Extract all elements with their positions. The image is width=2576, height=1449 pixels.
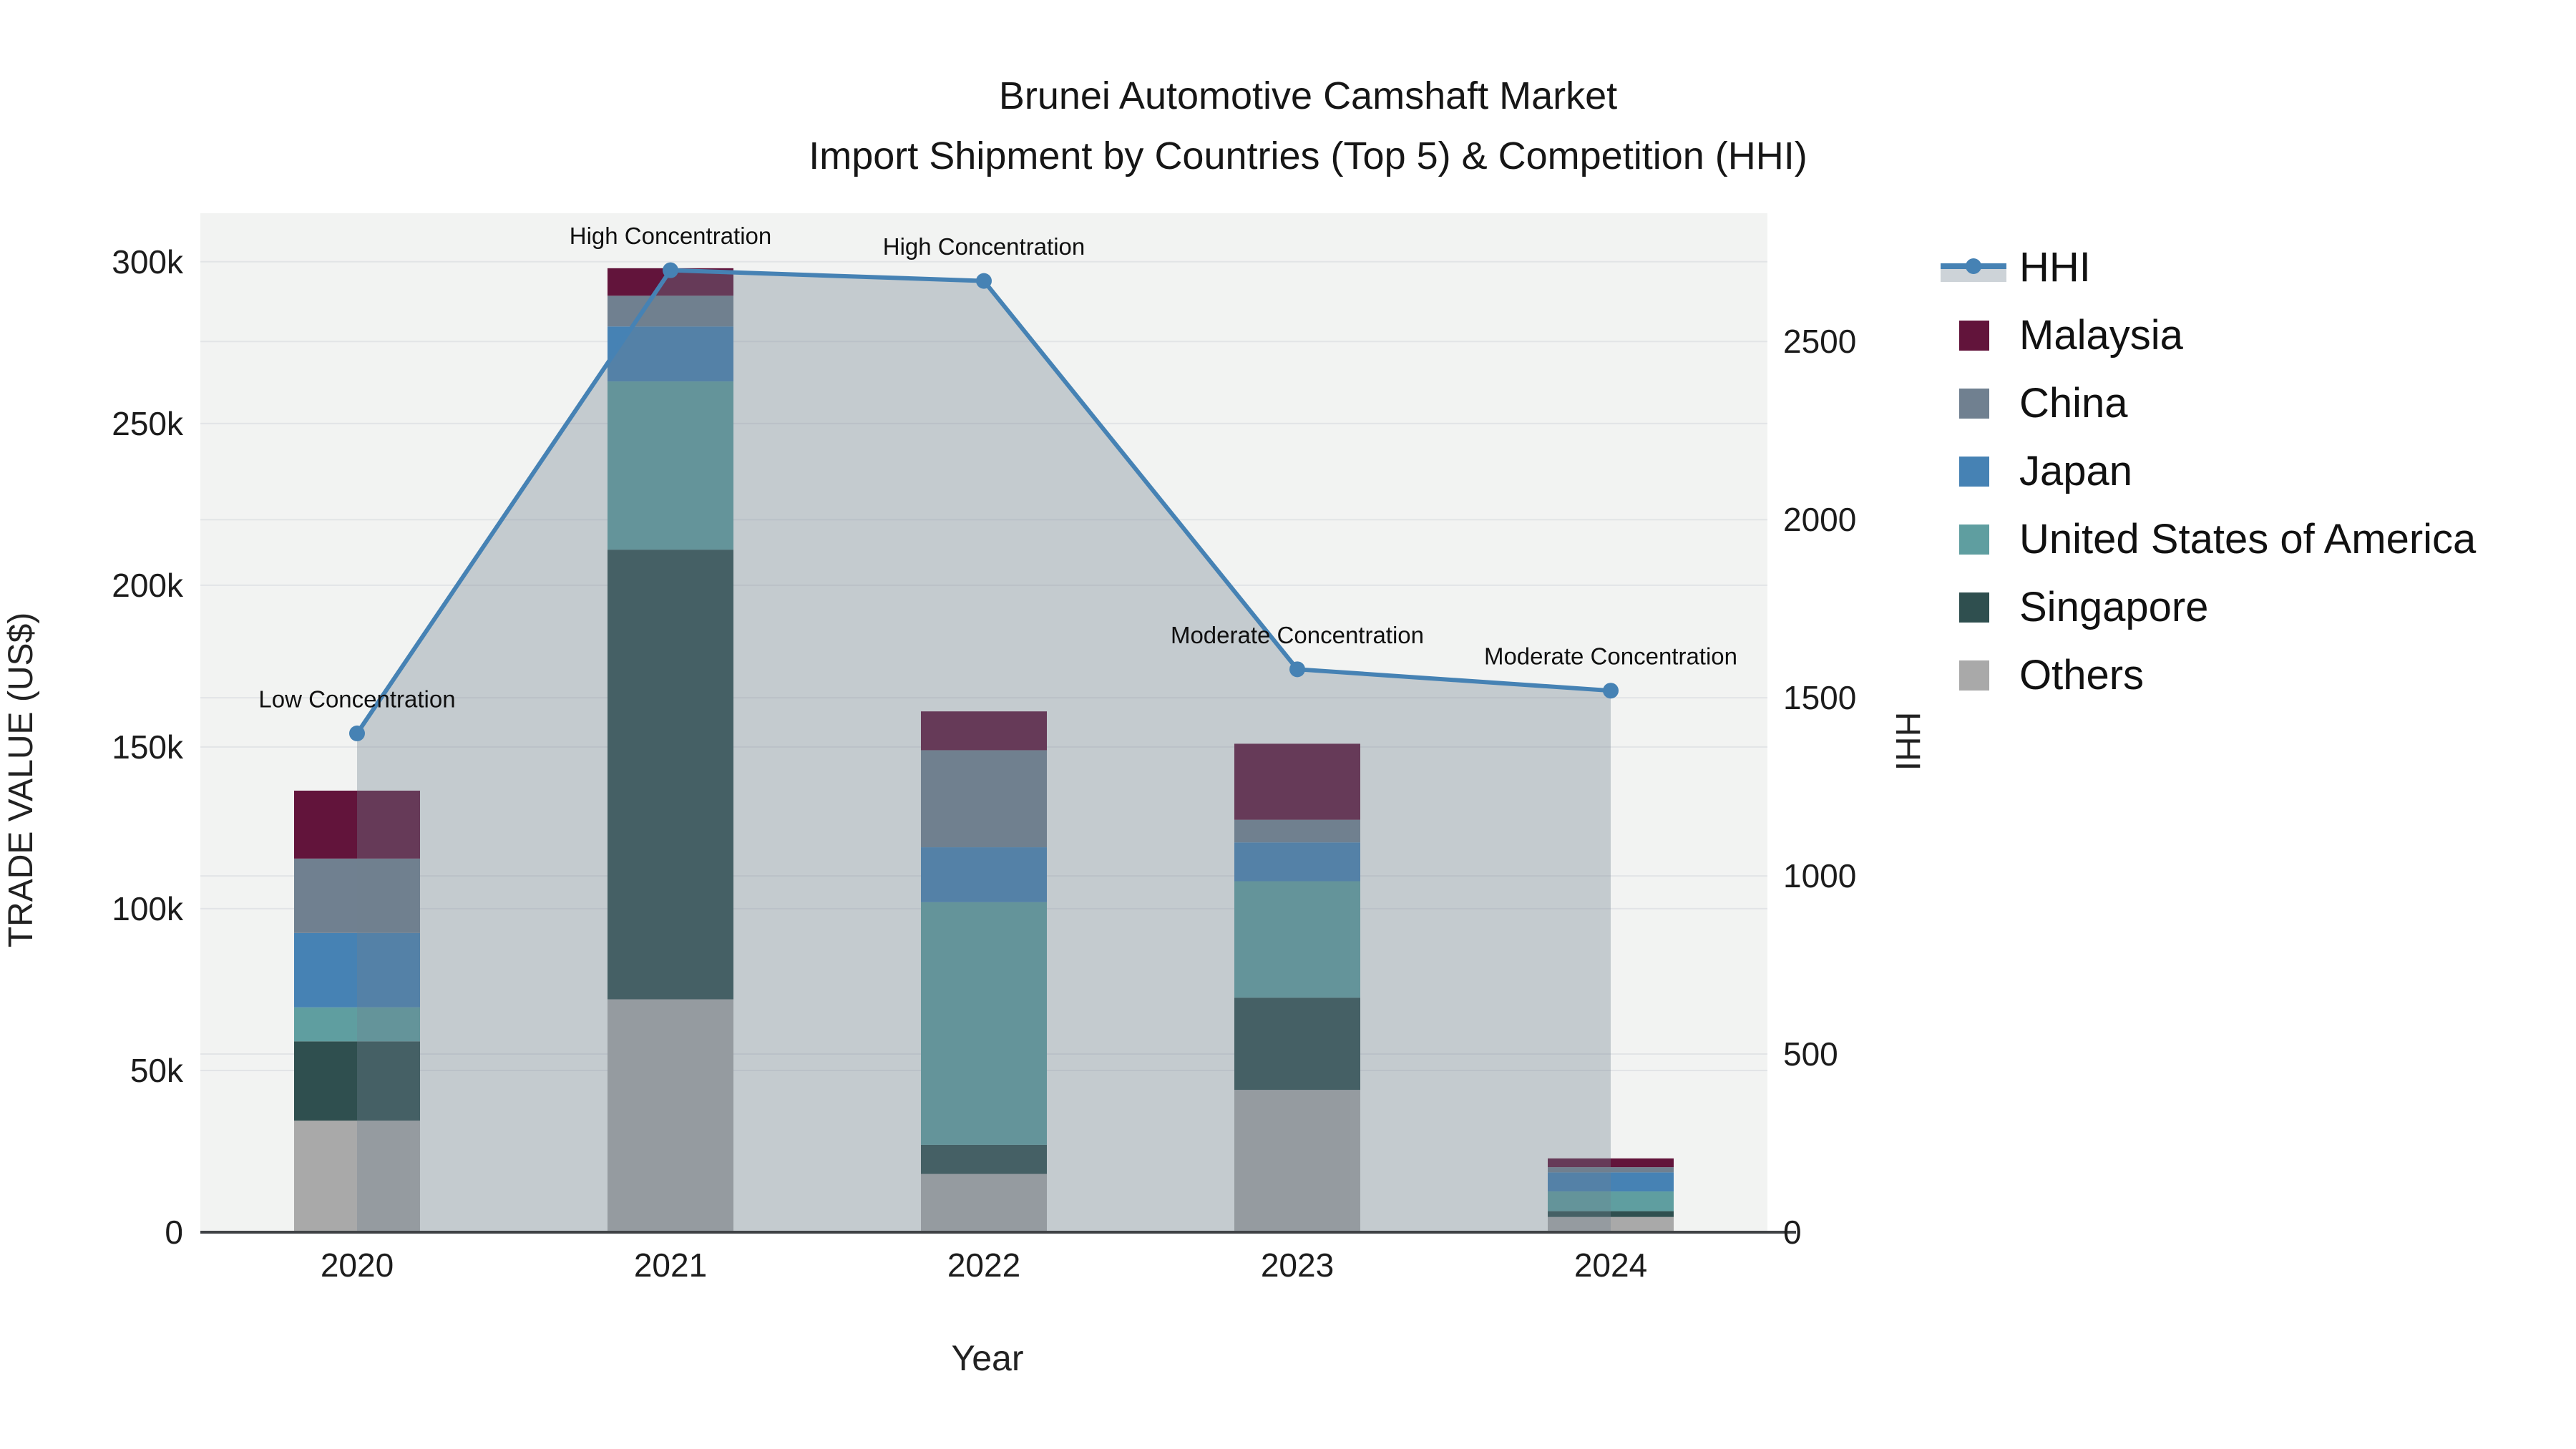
- bar-segment-united-states-of-america-2023[interactable]: [1234, 881, 1360, 998]
- x-tick-label-2024: 2024: [1574, 1246, 1647, 1284]
- chart-title-line2: Import Shipment by Countries (Top 5) & C…: [809, 135, 1807, 177]
- bar-segment-others-2023[interactable]: [1234, 1090, 1360, 1232]
- bar-segment-china-2022[interactable]: [921, 750, 1047, 848]
- y2-tick-label: 2000: [1783, 501, 1856, 538]
- bar-segment-china-2021[interactable]: [608, 296, 733, 327]
- y-tick-label: 100k: [112, 890, 184, 927]
- bar-segment-japan-2020[interactable]: [294, 932, 420, 1008]
- bar-segment-singapore-2023[interactable]: [1234, 997, 1360, 1091]
- bar-segment-united-states-of-america-2021[interactable]: [608, 381, 733, 550]
- bar-segment-united-states-of-america-2022[interactable]: [921, 902, 1047, 1145]
- bar-segment-united-states-of-america-2024[interactable]: [1548, 1191, 1674, 1211]
- y-axis-title: TRADE VALUE (US$): [2, 612, 40, 948]
- hhi-marker-2020[interactable]: [349, 725, 365, 741]
- hhi-line-sample-icon: [1941, 250, 2006, 285]
- y2-axis-title: HHI: [1888, 711, 1926, 771]
- bar-segment-china-2020[interactable]: [294, 858, 420, 933]
- bar-segment-japan-2024[interactable]: [1548, 1172, 1674, 1192]
- annotation-2024: Moderate Concentration: [1484, 643, 1737, 670]
- y2-tick-label: 1500: [1783, 679, 1856, 716]
- annotation-2022: High Concentration: [883, 233, 1085, 260]
- legend-label: Others: [2019, 652, 2145, 698]
- legend-label: HHI: [2019, 244, 2091, 291]
- bar-segment-others-2021[interactable]: [608, 999, 733, 1232]
- legend: HHI Malaysia China Japan United States of Am…: [1941, 233, 2476, 709]
- bar-segment-united-states-of-america-2020[interactable]: [294, 1007, 420, 1042]
- bar-segment-others-2020[interactable]: [294, 1121, 420, 1232]
- legend-swatch-icon: [1959, 388, 1989, 419]
- legend-item-malaysia[interactable]: Malaysia: [1941, 301, 2476, 369]
- y2-tick-label: 1000: [1783, 857, 1856, 894]
- legend-label: Malaysia: [2019, 312, 2183, 358]
- bar-segment-china-2024[interactable]: [1548, 1167, 1674, 1173]
- hhi-marker-2024[interactable]: [1603, 683, 1619, 699]
- legend-swatch-icon: [1959, 660, 1989, 691]
- bar-segment-malaysia-2020[interactable]: [294, 790, 420, 859]
- legend-item-others[interactable]: Others: [1941, 641, 2476, 709]
- legend-item-japan[interactable]: Japan: [1941, 437, 2476, 505]
- y2-tick-label: 500: [1783, 1035, 1838, 1073]
- legend-item-hhi[interactable]: HHI: [1941, 233, 2476, 301]
- bar-segment-others-2024[interactable]: [1548, 1216, 1674, 1232]
- x-tick-label-2021: 2021: [634, 1246, 707, 1284]
- bar-segment-malaysia-2024[interactable]: [1548, 1158, 1674, 1168]
- y-tick-label: 250k: [112, 405, 184, 442]
- y-tick-label: 200k: [112, 567, 184, 604]
- bar-segment-japan-2022[interactable]: [921, 847, 1047, 902]
- x-tick-label-2020: 2020: [321, 1246, 394, 1284]
- bar-segment-japan-2023[interactable]: [1234, 842, 1360, 882]
- annotation-2020: Low Concentration: [258, 686, 455, 712]
- chart-title: Brunei Automotive Camshaft Market Import…: [592, 66, 2024, 186]
- y-tick-label: 0: [165, 1214, 183, 1251]
- y2-tick-label: 0: [1783, 1214, 1802, 1251]
- legend-label: China: [2019, 380, 2128, 426]
- legend-item-united-states-of-america[interactable]: United States of America: [1941, 505, 2476, 573]
- x-tick-label-2023: 2023: [1261, 1246, 1334, 1284]
- legend-item-china[interactable]: China: [1941, 369, 2476, 437]
- hhi-marker-2021[interactable]: [663, 262, 678, 278]
- legend-item-singapore[interactable]: Singapore: [1941, 573, 2476, 641]
- bar-segment-malaysia-2023[interactable]: [1234, 743, 1360, 820]
- x-tick-label-2022: 2022: [947, 1246, 1020, 1284]
- legend-swatch-icon: [1959, 456, 1989, 487]
- y-tick-label: 300k: [112, 243, 184, 280]
- legend-label: Japan: [2019, 448, 2133, 494]
- bar-segment-singapore-2021[interactable]: [608, 550, 733, 1000]
- bar-segment-singapore-2022[interactable]: [921, 1144, 1047, 1174]
- y-tick-label: 150k: [112, 728, 184, 766]
- x-axis-title: Year: [951, 1338, 1024, 1378]
- bar-segment-others-2022[interactable]: [921, 1174, 1047, 1232]
- legend-swatch-icon: [1959, 592, 1989, 623]
- bar-segment-malaysia-2022[interactable]: [921, 711, 1047, 751]
- annotation-2021: High Concentration: [570, 223, 772, 249]
- chart-title-line1: Brunei Automotive Camshaft Market: [998, 74, 1618, 117]
- y-tick-label: 50k: [130, 1052, 184, 1089]
- legend-swatch-icon: [1959, 320, 1989, 351]
- hhi-marker-2022[interactable]: [976, 273, 992, 289]
- bar-segment-singapore-2024[interactable]: [1548, 1211, 1674, 1217]
- y2-tick-label: 2500: [1783, 323, 1856, 360]
- annotation-2023: Moderate Concentration: [1171, 622, 1424, 648]
- legend-swatch-icon: [1959, 524, 1989, 555]
- hhi-area-fill: [357, 270, 1611, 1233]
- hhi-marker-2023[interactable]: [1289, 661, 1305, 678]
- legend-label: United States of America: [2019, 516, 2477, 562]
- bar-segment-singapore-2020[interactable]: [294, 1041, 420, 1121]
- legend-label: Singapore: [2019, 584, 2209, 630]
- bar-segment-china-2023[interactable]: [1234, 819, 1360, 843]
